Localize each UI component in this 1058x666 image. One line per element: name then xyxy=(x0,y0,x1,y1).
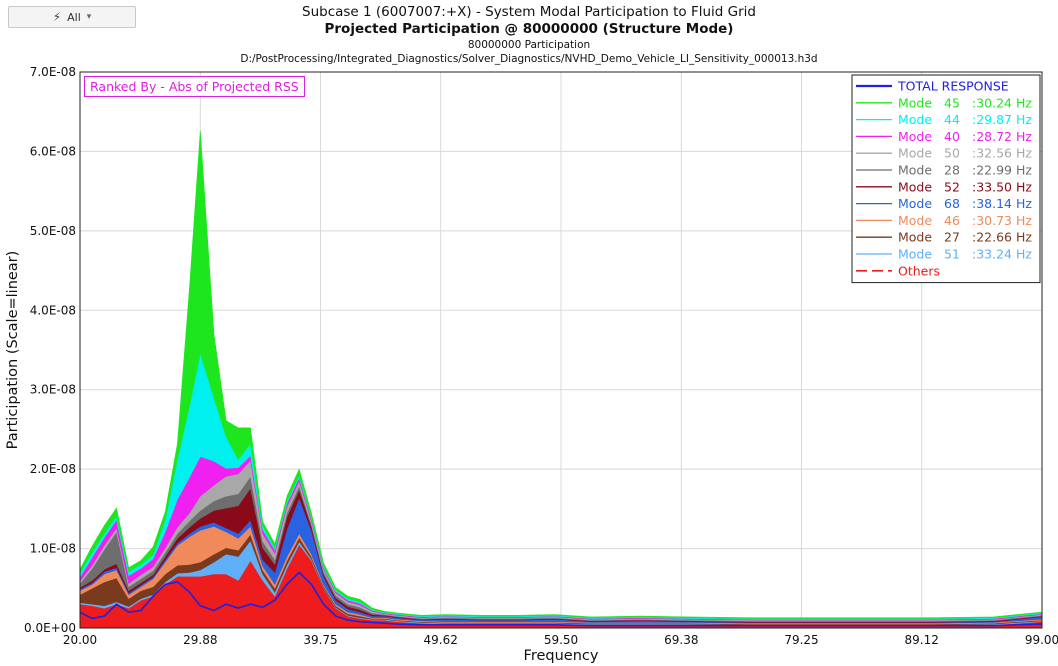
legend-frequency: :28.72 Hz xyxy=(972,129,1032,144)
y-tick-label: 3.0E-08 xyxy=(30,383,76,397)
legend-label: Others xyxy=(898,263,940,278)
legend-label: Mode xyxy=(898,213,932,228)
ranked-by-label: Ranked By - Abs of Projected RSS xyxy=(84,76,305,97)
legend-label: Mode xyxy=(898,196,932,211)
y-tick-label: 1.0E-08 xyxy=(30,542,76,556)
y-tick-label: 7.0E-08 xyxy=(30,65,76,79)
x-tick-label: 89.12 xyxy=(905,633,939,647)
x-tick-label: 49.62 xyxy=(424,633,458,647)
legend-frequency: :33.50 Hz xyxy=(972,179,1032,194)
legend-mode-number: 52 xyxy=(944,179,960,194)
filter-label: All xyxy=(67,10,81,24)
y-tick-labels: 0.0E+00 1.0E-08 2.0E-08 3.0E-08 4.0E-08 5.0E-… xyxy=(24,65,76,635)
legend-label: Mode xyxy=(898,230,932,245)
legend-box xyxy=(851,74,1041,284)
x-tick-label: 69.38 xyxy=(664,633,698,647)
x-tick-label: 20.00 xyxy=(63,633,97,647)
legend-mode-number: 28 xyxy=(944,163,960,178)
legend-item[interactable]: TOTAL RESPONSE xyxy=(856,79,1009,94)
x-tick-label: 99.00 xyxy=(1025,633,1058,647)
legend-item[interactable]: Mode 52 :33.50 Hz xyxy=(856,179,1032,194)
total-response-line xyxy=(79,571,1043,627)
legend-frequency: :30.24 Hz xyxy=(972,95,1032,110)
y-tick-label: 5.0E-08 xyxy=(30,224,76,238)
x-axis-label: Frequency xyxy=(524,648,599,664)
x-tick-label: 79.25 xyxy=(784,633,818,647)
legend-item[interactable]: Mode 51 :33.24 Hz xyxy=(856,247,1032,262)
legend-label: TOTAL RESPONSE xyxy=(897,79,1009,94)
legend-item[interactable]: Mode 50 :32.56 Hz xyxy=(856,146,1032,161)
x-tick-label: 29.88 xyxy=(183,633,217,647)
chevron-down-icon: ▾ xyxy=(86,12,92,22)
legend-label: Mode xyxy=(898,163,932,178)
legend-frequency: :29.87 Hz xyxy=(972,112,1032,127)
legend-mode-number: 68 xyxy=(944,196,960,211)
legend-label: Mode xyxy=(898,95,932,110)
chart-title: Subcase 1 (6007007:+X) - System Modal Pa… xyxy=(302,4,756,20)
legend-mode-number: 50 xyxy=(944,146,960,161)
legend-item[interactable]: Mode 45 :30.24 Hz xyxy=(856,95,1032,110)
legend-item[interactable]: Mode 44 :29.87 Hz xyxy=(856,112,1032,127)
y-axis-label: Participation (Scale=linear) xyxy=(5,251,21,450)
y-tick-label: 0.0E+00 xyxy=(24,621,76,635)
file-path: D:/PostProcessing/Integrated_Diagnostics… xyxy=(240,53,818,65)
legend-item[interactable]: Mode 46 :30.73 Hz xyxy=(856,213,1032,228)
legend-item[interactable]: Mode 40 :28.72 Hz xyxy=(856,129,1032,144)
legend-mode-number: 44 xyxy=(944,112,960,127)
legend-label: Mode xyxy=(898,112,932,127)
y-tick-label: 4.0E-08 xyxy=(30,303,76,317)
legend-label: Mode xyxy=(898,179,932,194)
chart-subheading: 80000000 Participation xyxy=(467,39,591,51)
filter-dropdown[interactable]: ⚡ All ▾ xyxy=(8,6,136,28)
total-response-series-line[interactable] xyxy=(79,571,1043,627)
legend-label: Mode xyxy=(898,129,932,144)
legend-frequency: :22.99 Hz xyxy=(972,163,1032,178)
legend-item[interactable]: Mode 68 :38.14 Hz xyxy=(856,196,1032,211)
y-tick-label: 6.0E-08 xyxy=(30,144,76,158)
legend-frequency: :33.24 Hz xyxy=(972,247,1032,262)
legend-mode-number: 45 xyxy=(944,95,960,110)
legend-mode-number: 51 xyxy=(944,247,960,262)
chart-subtitle: Projected Participation @ 80000000 (Stru… xyxy=(324,21,734,37)
x-tick-labels: 20.00 29.88 39.75 49.62 59.50 69.38 79.25 89.12… xyxy=(63,633,1058,647)
legend-item[interactable]: Others xyxy=(856,263,940,278)
legend-label: Mode xyxy=(898,247,932,262)
legend-label: Mode xyxy=(898,146,932,161)
y-tick-label: 2.0E-08 xyxy=(30,462,76,476)
legend-item[interactable]: Mode 27 :22.66 Hz xyxy=(856,230,1032,245)
legend-mode-number: 40 xyxy=(944,129,960,144)
legend-frequency: :30.73 Hz xyxy=(972,213,1032,228)
x-tick-label: 39.75 xyxy=(303,633,337,647)
legend-frequency: :32.56 Hz xyxy=(972,146,1032,161)
legend-frequency: :38.14 Hz xyxy=(972,196,1032,211)
legend-item[interactable]: Mode 28 :22.99 Hz xyxy=(856,163,1032,178)
lightning-icon: ⚡ xyxy=(52,10,62,24)
x-tick-label: 59.50 xyxy=(544,633,578,647)
plot-frame xyxy=(79,71,1043,629)
legend-mode-number: 27 xyxy=(944,230,960,245)
legend-mode-number: 46 xyxy=(944,213,960,228)
legend-frequency: :22.66 Hz xyxy=(972,230,1032,245)
